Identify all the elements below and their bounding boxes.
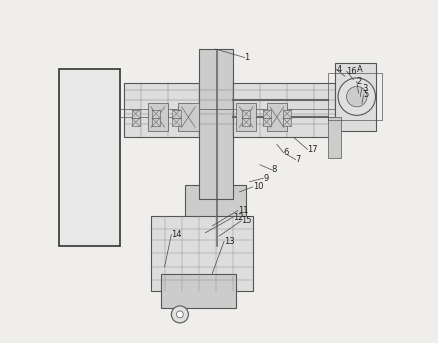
Text: 15: 15	[241, 216, 251, 225]
Text: 9: 9	[263, 174, 268, 183]
Text: 7: 7	[296, 155, 301, 164]
Bar	[328, 117, 342, 158]
Text: A: A	[357, 65, 363, 74]
Text: 4: 4	[336, 65, 342, 74]
Bar	[151, 216, 253, 291]
Bar	[236, 104, 256, 131]
Text: 8: 8	[272, 165, 277, 174]
Bar	[267, 104, 287, 131]
Circle shape	[338, 78, 375, 115]
Text: 17: 17	[307, 145, 318, 154]
Bar	[328, 73, 382, 120]
Text: 1: 1	[244, 53, 250, 62]
Text: 2: 2	[357, 77, 362, 86]
Text: 6: 6	[284, 148, 289, 157]
Bar	[148, 104, 168, 131]
Bar	[173, 118, 180, 126]
Bar	[283, 109, 291, 118]
Bar	[262, 109, 271, 118]
Bar	[131, 109, 140, 118]
Bar	[131, 118, 140, 126]
Bar	[59, 69, 120, 246]
Bar	[185, 185, 246, 246]
Bar	[173, 109, 180, 118]
Bar	[178, 104, 198, 131]
Bar	[283, 118, 291, 126]
Text: 16: 16	[346, 67, 357, 76]
Text: 12: 12	[233, 213, 243, 222]
Bar	[335, 63, 375, 131]
Bar	[152, 118, 160, 126]
Text: 3: 3	[362, 84, 367, 93]
Text: 11: 11	[238, 206, 248, 215]
Text: 14: 14	[171, 230, 182, 239]
Circle shape	[177, 311, 183, 318]
Bar	[242, 118, 250, 126]
Bar	[242, 109, 250, 118]
Bar	[198, 49, 233, 199]
Bar	[124, 83, 335, 138]
Text: 5: 5	[364, 91, 369, 99]
Bar	[161, 274, 236, 308]
Circle shape	[346, 86, 367, 107]
Circle shape	[171, 306, 188, 323]
Text: 10: 10	[253, 182, 264, 191]
Bar	[262, 118, 271, 126]
Text: 13: 13	[224, 237, 235, 246]
Bar	[152, 109, 160, 118]
